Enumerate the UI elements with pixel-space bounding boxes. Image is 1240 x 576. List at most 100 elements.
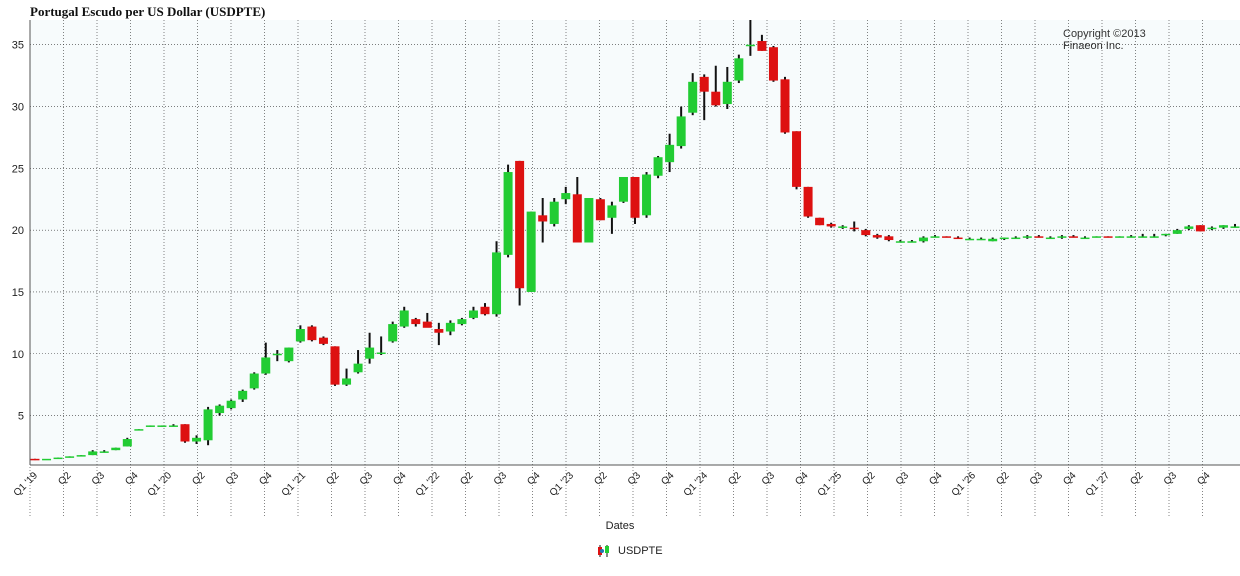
candle [572, 176, 582, 243]
x-tick-label: Q3 [1028, 470, 1046, 488]
x-tick-label: Q2 [190, 470, 208, 488]
candle-body-up [688, 81, 698, 113]
candle-body-up [930, 236, 940, 238]
candle-body-up [42, 458, 52, 461]
candle-body-down [595, 199, 605, 221]
candle-body-down [826, 223, 836, 227]
y-tick-label: 15 [12, 287, 24, 299]
y-tick-label: 5 [18, 411, 24, 423]
x-tick-label: Q1 '26 [950, 470, 979, 499]
candle [272, 350, 282, 362]
x-tick-label: Q2 [994, 470, 1012, 488]
candle-body-up [907, 241, 917, 243]
candle-body-down [538, 215, 548, 222]
candle [457, 317, 467, 326]
candle-body-down [1034, 236, 1044, 238]
candle-body-up [722, 81, 732, 105]
candle-body-up [665, 144, 675, 163]
x-tick-label: Q2 [592, 470, 610, 488]
x-tick-label: Q4 [391, 470, 409, 488]
x-tick-label: Q2 [324, 470, 342, 488]
candle [480, 303, 490, 316]
candle-body-up [1184, 226, 1194, 229]
candle-body-up [445, 322, 455, 332]
candle [353, 350, 363, 374]
x-tick-label: Q3 [626, 470, 644, 488]
candle [722, 66, 732, 109]
candle [238, 389, 248, 402]
y-axis-ticks: 5 10 15 20 25 30 35 [12, 40, 24, 423]
candle-body-up [168, 425, 178, 427]
candle [618, 176, 628, 203]
candle-body-down [572, 194, 582, 243]
candle [607, 201, 617, 234]
candle [526, 211, 536, 292]
candle [953, 236, 963, 240]
candle [1092, 236, 1102, 238]
candle-body-up [457, 319, 467, 325]
chart-title: Portugal Escudo per US Dollar (USDPTE) [30, 4, 266, 19]
candle [1138, 233, 1148, 238]
candle-body-down [780, 79, 790, 133]
candle [1149, 233, 1159, 238]
candle-body-up [999, 237, 1009, 240]
candle [1126, 235, 1136, 238]
candle [584, 198, 594, 243]
candle-body-up [918, 237, 928, 242]
candle-body-down [1195, 225, 1205, 232]
y-tick-label: 10 [12, 349, 24, 361]
candle [168, 424, 178, 427]
candle [688, 73, 698, 116]
candle-body-down [849, 227, 859, 230]
candle [76, 455, 86, 457]
candle [988, 237, 998, 242]
x-tick-label: Q3 [358, 470, 376, 488]
candle-body-down [861, 230, 871, 236]
candle-body-up [1172, 230, 1182, 234]
candle-body-down [434, 329, 444, 333]
candle-body-down [815, 217, 825, 226]
candle [157, 425, 167, 427]
candle-body-up [157, 425, 167, 427]
candle-body-down [792, 131, 802, 187]
candle [1218, 225, 1228, 229]
candle [653, 155, 663, 179]
candle-body-down [307, 326, 317, 341]
candle [907, 240, 917, 243]
copyright-watermark: Copyright ©2013 Finaeon Inc. [1063, 28, 1146, 52]
candle [376, 336, 386, 355]
candle [918, 236, 928, 243]
candle-body-up [53, 457, 63, 460]
company-line: Finaeon Inc. [1063, 40, 1124, 52]
x-axis-ticks: Q1 '19 Q2 Q3 Q4 Q1 '20 Q2 Q3 Q4 Q1 '21 Q2 Q3 Q4 Q1 '… [12, 470, 1213, 499]
candle-body-up [1011, 237, 1021, 240]
x-tick-label: Q3 [492, 470, 510, 488]
candle-body-up [1045, 237, 1055, 240]
legend: USDPTE [596, 544, 663, 558]
x-tick-label: Q1 '20 [146, 470, 175, 499]
x-tick-label: Q4 [123, 470, 141, 488]
x-tick-label: Q2 [56, 470, 74, 488]
candle-body-down [699, 76, 709, 92]
candle-body-up [1138, 236, 1148, 238]
candle [249, 372, 259, 390]
candlestick-legend-icon [598, 545, 609, 557]
candle [930, 235, 940, 238]
candle-body-down [630, 176, 640, 218]
candle-body-up [76, 455, 86, 457]
candle [1045, 236, 1055, 240]
x-tick-label: Q3 [1162, 470, 1180, 488]
candle [965, 237, 975, 241]
x-tick-label: Q3 [224, 470, 242, 488]
candle [826, 222, 836, 228]
candle [492, 241, 502, 317]
candle-body-up [1218, 225, 1228, 228]
candle-body-up [99, 451, 109, 453]
candle-body-up [65, 456, 75, 458]
candle [861, 228, 871, 237]
candle [318, 336, 328, 346]
candle [134, 429, 144, 431]
y-tick-label: 35 [12, 40, 24, 52]
candle [515, 160, 525, 306]
candle-body-up [1080, 237, 1090, 240]
